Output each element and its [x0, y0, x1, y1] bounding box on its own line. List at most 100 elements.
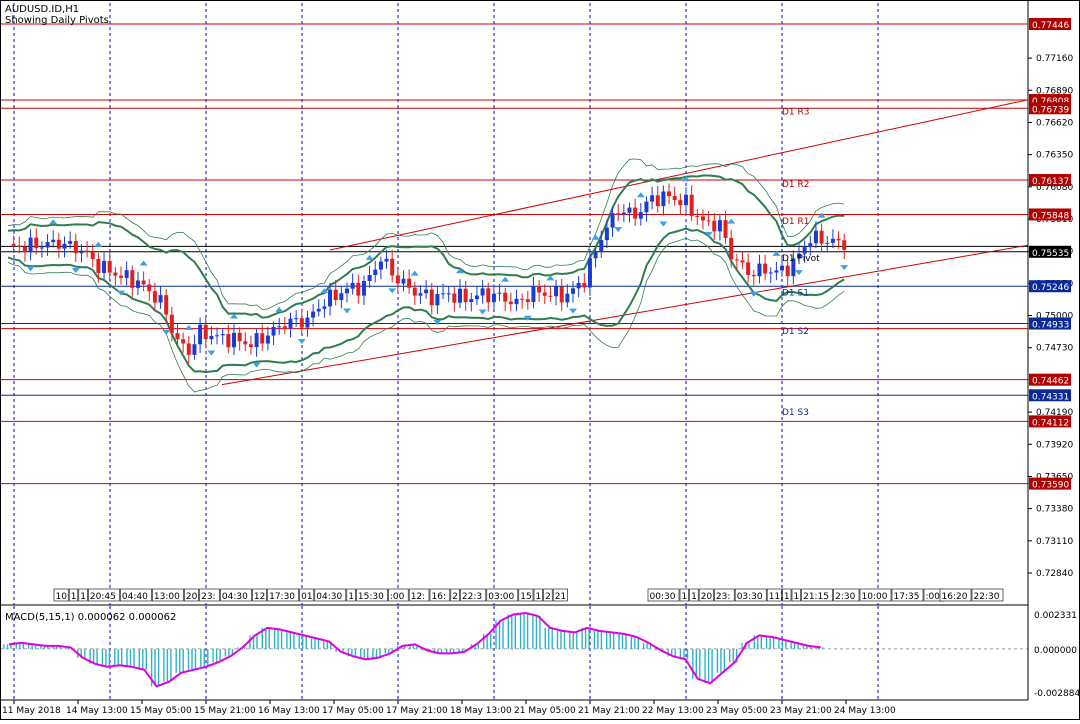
- candle-body: [780, 265, 785, 271]
- candle-body: [186, 343, 191, 355]
- session-label: 23:: [201, 592, 215, 602]
- price-candles: [11, 183, 847, 364]
- session-label: 01: [301, 592, 312, 602]
- candle-body: [243, 341, 248, 345]
- candle-body: [34, 237, 39, 249]
- price-tick-label: 0.74730: [1036, 344, 1073, 354]
- candle-body: [684, 194, 688, 206]
- candle-body: [260, 333, 265, 344]
- candle-body: [418, 293, 423, 296]
- session-label: 13:00: [154, 592, 180, 602]
- session-box: [388, 588, 409, 602]
- session-box: [78, 588, 88, 602]
- price-label-text: 0.74462: [1032, 377, 1069, 387]
- fractal-arrow-icon: [704, 231, 713, 237]
- bollinger-bands: [7, 158, 845, 393]
- candle-body: [661, 191, 666, 207]
- session-box: [184, 588, 199, 602]
- session-label: 00:30: [650, 592, 676, 602]
- fractal-arrow-icon: [230, 313, 238, 319]
- candle-body: [774, 270, 779, 273]
- fractal-arrow-icon: [727, 218, 736, 224]
- price-label-box: [1029, 18, 1071, 30]
- candle-body: [763, 263, 768, 274]
- price-tick-label: 0.76620: [1036, 118, 1073, 128]
- candle-body: [441, 293, 446, 295]
- session-label: 20: [186, 592, 198, 602]
- session-box: [939, 588, 972, 602]
- fractal-arrow-icon: [749, 291, 758, 297]
- pivot-tag-3: D1 Pivot: [782, 254, 820, 264]
- session-box: [552, 588, 568, 602]
- price-tick-label: 0.73920: [1036, 440, 1073, 450]
- trend-line-upper: [329, 99, 1029, 251]
- session-box: [429, 588, 451, 602]
- candle-body: [311, 311, 316, 318]
- fractal-markers: [26, 176, 849, 368]
- candle-body: [164, 295, 169, 315]
- fractal-arrow-icon: [94, 241, 103, 247]
- fractal-arrow-icon: [343, 308, 351, 314]
- candle-body: [339, 293, 344, 301]
- session-box: [518, 588, 534, 602]
- candle-body: [152, 291, 157, 303]
- bollinger-outer-upper: [7, 158, 845, 310]
- session-box: [714, 588, 735, 602]
- fractal-arrow-icon: [297, 339, 306, 345]
- trend-channel[interactable]: [221, 99, 1029, 386]
- candle-body: [305, 317, 310, 328]
- price-label-box: [1029, 317, 1071, 330]
- candle-body: [299, 318, 304, 328]
- fractal-arrow-icon: [478, 309, 487, 315]
- time-tick-label: 21 May 05:00: [514, 706, 576, 716]
- candle-body: [571, 288, 575, 294]
- price-tick-label: 0.77160: [1036, 54, 1073, 64]
- candle-body: [542, 292, 547, 296]
- session-box: [543, 588, 553, 602]
- macd-tick-label: -0.002884: [1034, 689, 1080, 699]
- candle-body: [17, 245, 22, 247]
- price-label-box: [1029, 174, 1071, 187]
- candle-body: [751, 274, 756, 277]
- candle-body: [508, 301, 513, 305]
- session-label: 04:30: [316, 592, 342, 602]
- candle-body: [356, 282, 361, 296]
- session-label: 12:: [411, 592, 425, 602]
- session-label: 1: [80, 592, 86, 602]
- candle-body: [220, 334, 225, 336]
- candle-body: [616, 213, 621, 215]
- candle-body: [813, 230, 818, 244]
- time-tick-label: 15 May 21:00: [194, 706, 256, 716]
- macd-tick-label: 0.002331: [1034, 611, 1077, 621]
- candle-body: [650, 195, 655, 202]
- price-tick-label: 0.72840: [1036, 569, 1073, 579]
- candle-body: [633, 207, 638, 219]
- candle-body: [328, 289, 333, 307]
- pivot-tag-5: D1 S2: [782, 327, 809, 337]
- candle-body: [768, 272, 773, 274]
- candle-body: [56, 239, 61, 249]
- session-label: 16:: [432, 592, 446, 602]
- candle-body: [830, 238, 835, 243]
- session-label: 10: [56, 592, 68, 602]
- pivot-subtitle: Showing Daily Pivots: [5, 15, 109, 26]
- candle-body: [11, 244, 16, 246]
- price-label-box: [1029, 415, 1071, 428]
- candle-body: [695, 216, 700, 218]
- session-box: [679, 588, 689, 602]
- session-label: 1: [536, 592, 542, 602]
- candle-body: [384, 258, 389, 262]
- candle-body: [587, 258, 592, 288]
- candle-body: [757, 263, 762, 277]
- fractal-arrow-icon: [795, 270, 803, 276]
- time-tick-label: 18 May 13:00: [450, 706, 512, 716]
- session-box: [782, 588, 792, 602]
- time-tick-label: 21 May 21:00: [578, 706, 640, 716]
- time-tick-label: 14 May 13:00: [66, 706, 128, 716]
- session-box: [346, 588, 356, 602]
- candle-body: [610, 213, 615, 228]
- candle-body: [345, 288, 349, 294]
- session-box: [220, 588, 252, 602]
